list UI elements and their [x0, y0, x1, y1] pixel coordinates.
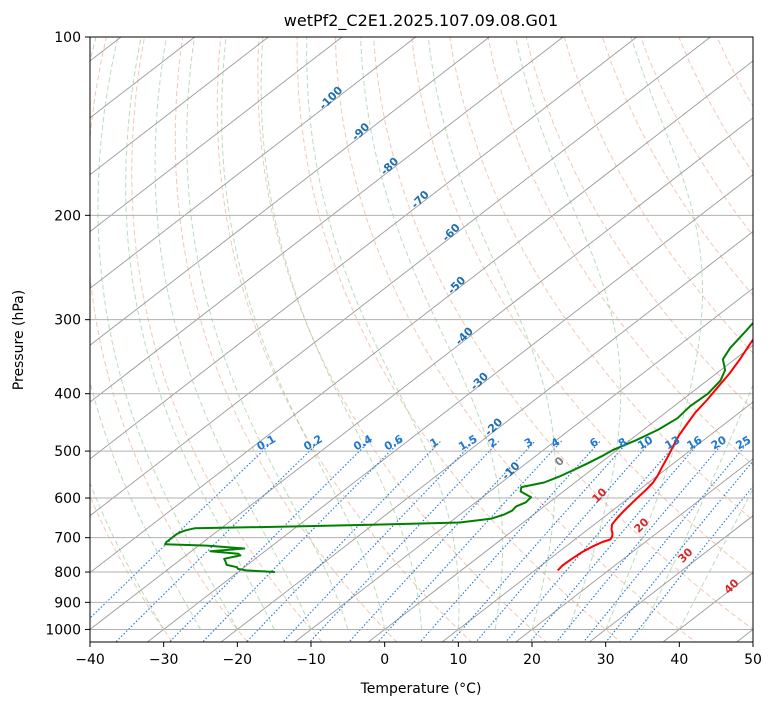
dry-adiabat [174, 37, 398, 642]
mixing-ratio-line [605, 460, 753, 642]
isotherm [90, 60, 753, 574]
moist-adiabat [97, 37, 238, 630]
moist-adiabat [306, 37, 460, 630]
x-axis-ticks: −40 −30 −20 −10 0 10 20 30 40 50 [75, 642, 762, 668]
isotherm [90, 37, 343, 233]
moist-adiabat [221, 37, 386, 630]
moist-adiabat [90, 37, 201, 630]
dry-adiabat [90, 494, 174, 642]
dry-adiabat [90, 37, 248, 642]
moist-adiabat [260, 37, 422, 630]
mixing-ratio-line [450, 440, 630, 642]
plot-frame [89, 36, 754, 643]
y-tick-label: 1000 [45, 622, 81, 638]
moist-adiabat [605, 37, 703, 630]
isotherm [90, 37, 270, 176]
y-axis-ticks: 100 200 300 400 500 600 700 800 900 1000 [45, 30, 90, 638]
mixing-ratio-line [628, 485, 753, 642]
x-tick-label: 30 [597, 652, 615, 668]
dry-adiabat [131, 37, 323, 642]
dry-adiabat [296, 37, 622, 642]
x-tick-label: −10 [296, 652, 326, 668]
dry-adiabat [563, 37, 753, 354]
moist-adiabat [360, 37, 504, 630]
series-layer [164, 321, 753, 573]
temperature-profile-line [556, 338, 753, 572]
y-tick-label: 100 [54, 30, 81, 46]
moist-adiabat [427, 37, 556, 630]
y-tick-label: 200 [54, 208, 81, 224]
mixing-ratio-line [282, 440, 476, 642]
mixing-ratio-line [505, 440, 680, 642]
pressure-gridlines [90, 37, 753, 630]
mixing-ratio-line [348, 440, 536, 642]
y-tick-label: 400 [54, 387, 81, 403]
mixing-ratio-line [245, 440, 442, 642]
x-axis-label: Temperature (°C) [360, 681, 482, 697]
mixing-ratio-line [582, 440, 751, 642]
moist-adiabat [186, 37, 349, 630]
isotherm [441, 401, 753, 642]
isotherm [220, 230, 753, 642]
y-axis-label: Pressure (hPa) [11, 290, 27, 390]
x-tick-label: −20 [223, 652, 253, 668]
dry-adiabat [334, 37, 697, 642]
mixing-ratio-line [555, 440, 726, 642]
isotherm [367, 344, 753, 642]
mixing-ratio-line [377, 440, 563, 642]
x-tick-label: 0 [380, 652, 389, 668]
isotherm [90, 37, 564, 403]
isotherm [90, 37, 491, 346]
y-tick-label: 700 [54, 531, 81, 547]
isotherm [146, 174, 753, 642]
x-tick-label: −30 [149, 652, 179, 668]
isotherm [293, 287, 753, 642]
y-tick-label: 300 [54, 313, 81, 329]
mixing-ratio-line [115, 440, 321, 642]
isotherm [90, 37, 712, 517]
isotherm [90, 117, 753, 631]
mixing-ratio-line [309, 440, 500, 642]
mixing-ratio-line [201, 440, 402, 642]
y-tick-label: 500 [54, 444, 81, 460]
dry-adiabat [216, 37, 473, 642]
y-tick-label: 900 [54, 595, 81, 611]
x-tick-label: 40 [670, 652, 688, 668]
isotherm [90, 37, 638, 460]
isotherm [90, 37, 417, 289]
mixing-ratio-line [475, 440, 653, 642]
isotherm [588, 515, 753, 642]
x-tick-label: −40 [75, 652, 105, 668]
background-lines [90, 37, 753, 642]
moist-adiabat [154, 37, 312, 630]
moist-adiabat [642, 383, 753, 630]
x-tick-label: 10 [449, 652, 467, 668]
moist-adiabat [125, 37, 275, 630]
x-tick-label: 20 [523, 652, 541, 668]
dry-adiabat [257, 37, 547, 642]
moist-adiabat [515, 37, 622, 630]
isotherm [514, 458, 753, 642]
y-tick-label: 600 [54, 491, 81, 507]
dewpoint-profile-line [164, 321, 753, 573]
dry-adiabat [449, 37, 753, 521]
dry-adiabat [487, 37, 753, 466]
x-tick-label: 50 [744, 652, 762, 668]
chart-title: wetPf2_C2E1.2025.107.09.08.G01 [284, 11, 558, 31]
moist-adiabat [90, 481, 165, 630]
y-tick-label: 800 [54, 565, 81, 581]
